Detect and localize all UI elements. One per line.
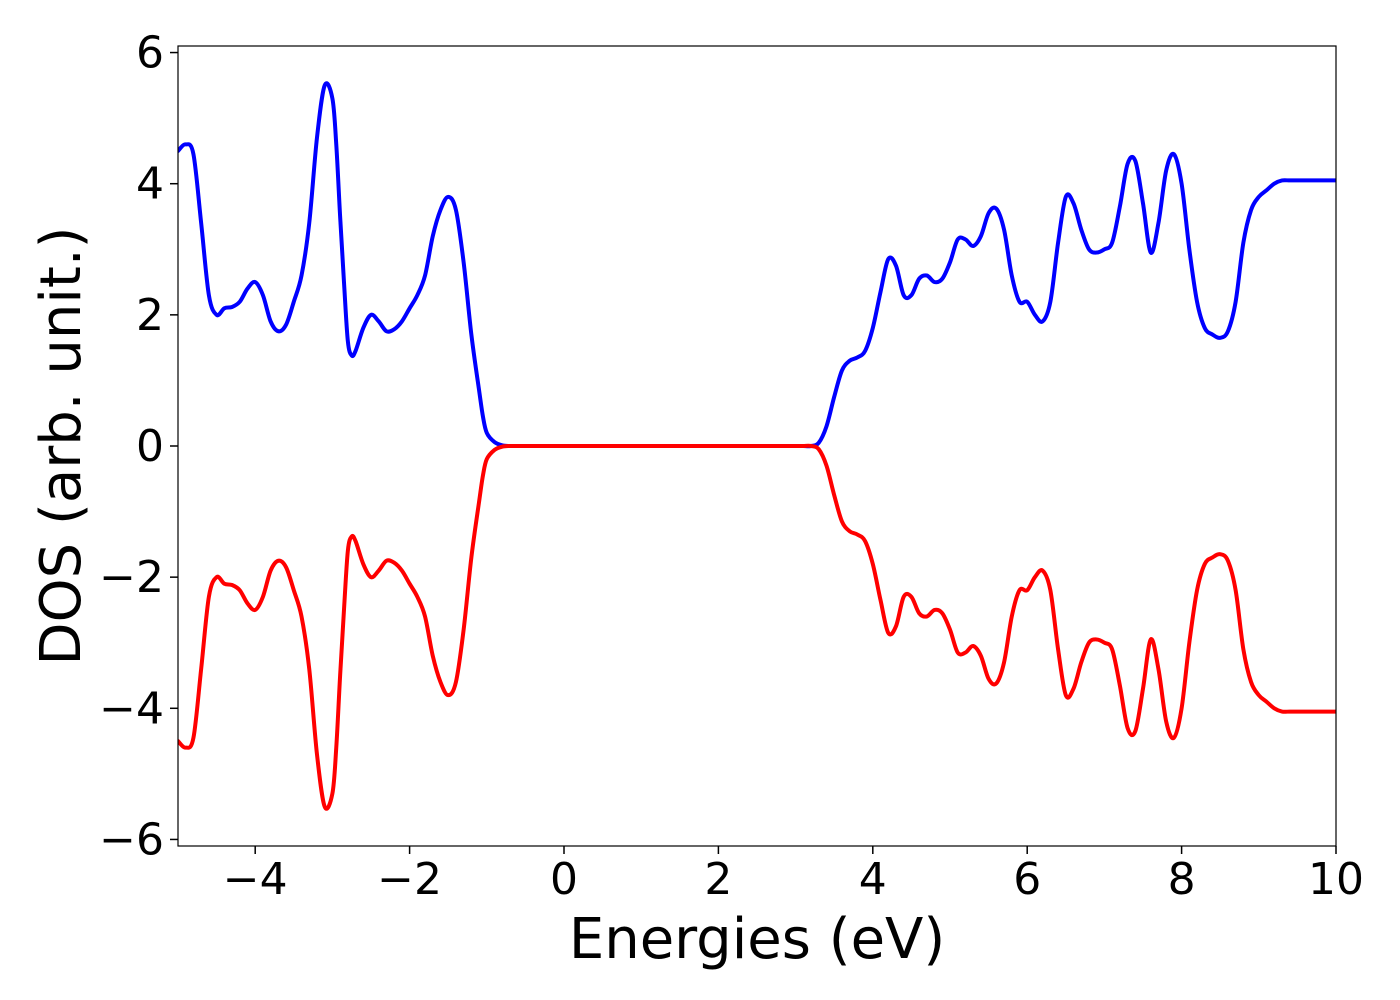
x-tick-label: 8 bbox=[1168, 854, 1196, 905]
y-tick-label: −6 bbox=[99, 814, 164, 865]
x-tick-label: 10 bbox=[1308, 854, 1364, 905]
y-tick-label: 0 bbox=[136, 421, 164, 472]
y-tick-label: 6 bbox=[136, 28, 164, 79]
dos-series-line-1 bbox=[178, 443, 1336, 811]
y-tick-label: −2 bbox=[99, 552, 164, 603]
x-tick-label: 6 bbox=[1013, 854, 1041, 905]
x-tick-label: 2 bbox=[704, 854, 732, 905]
x-tick-label: 0 bbox=[550, 854, 578, 905]
dos-series-line-0 bbox=[178, 81, 1336, 449]
x-tick-label: −4 bbox=[223, 854, 288, 905]
ticks-layer: −4 −2 0 2 4 6 8 10 −6 −4 −2 0 2 4 6 bbox=[99, 28, 1364, 905]
y-axis-label: DOS (arb. unit.) bbox=[29, 226, 94, 665]
x-tick-label: −2 bbox=[377, 854, 442, 905]
series-layer bbox=[178, 81, 1336, 811]
x-tick-label: 4 bbox=[859, 854, 887, 905]
y-tick-label: 2 bbox=[136, 290, 164, 341]
x-axis-label: Energies (eV) bbox=[569, 907, 945, 972]
y-tick-label: 4 bbox=[136, 159, 164, 210]
y-tick-label: −4 bbox=[99, 683, 164, 734]
